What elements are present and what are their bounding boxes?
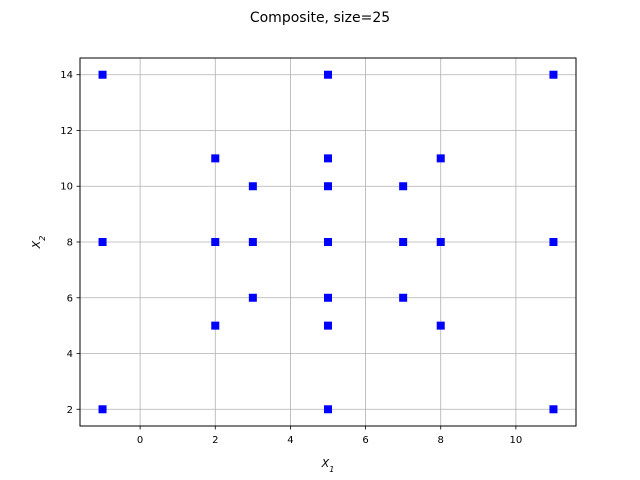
axis-ticks: 0 2 4 6 8 10 2 4 6 8 10 12 14: [60, 70, 522, 446]
y-tick-label: 4: [67, 349, 73, 360]
x-tick-label: 0: [137, 435, 143, 446]
y-tick-label: 12: [60, 126, 73, 137]
x-tick-label: 2: [212, 435, 218, 446]
data-point: [324, 293, 332, 302]
data-point: [324, 238, 332, 246]
y-tick-label: 14: [60, 70, 73, 81]
data-point: [549, 70, 558, 79]
data-point: [436, 321, 445, 330]
x-tick-label: 10: [510, 435, 523, 446]
data-points: [98, 70, 558, 414]
data-point: [324, 321, 332, 330]
data-point: [324, 70, 332, 79]
chart-title: Composite, size=25: [250, 10, 390, 26]
data-point: [436, 238, 445, 246]
data-point: [399, 293, 408, 302]
y-tick-label: 6: [67, 293, 73, 304]
data-point: [399, 238, 408, 246]
y-tick-label: 10: [60, 182, 73, 193]
data-point: [248, 182, 257, 191]
data-point: [98, 70, 107, 79]
data-point: [211, 238, 220, 246]
data-point: [324, 182, 332, 191]
x-axis-label: X1: [321, 457, 335, 474]
x-tick-label: 6: [362, 435, 368, 446]
data-point: [324, 154, 332, 163]
y-axis-label: X2: [30, 236, 47, 250]
data-point: [248, 238, 257, 246]
data-point: [98, 405, 107, 414]
y-tick-label: 8: [67, 238, 73, 249]
data-point: [549, 238, 558, 246]
data-point: [211, 321, 220, 330]
y-tick-label: 2: [67, 405, 73, 416]
data-point: [248, 293, 257, 302]
x-tick-label: 4: [287, 435, 293, 446]
data-point: [98, 238, 107, 246]
x-tick-label: 8: [438, 435, 444, 446]
data-point: [549, 405, 558, 414]
data-point: [436, 154, 445, 163]
data-point: [211, 154, 220, 163]
data-point: [324, 405, 332, 414]
data-point: [399, 182, 408, 191]
